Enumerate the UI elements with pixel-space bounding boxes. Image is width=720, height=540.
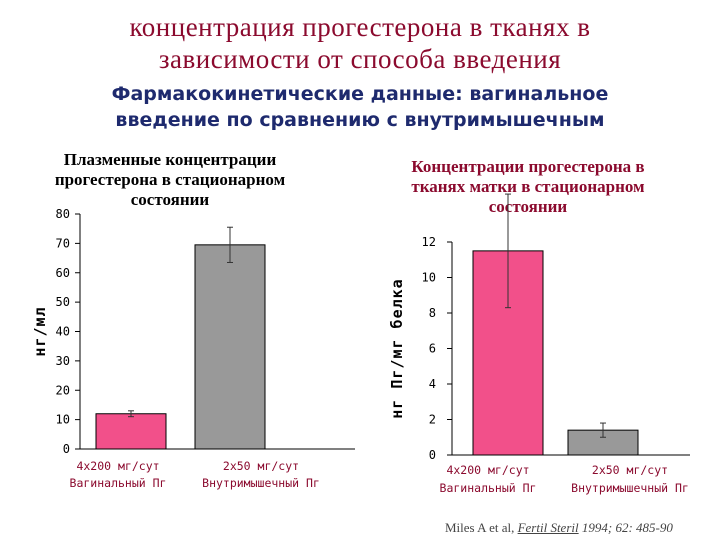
- x-category-label-line2: Вагинальный Пг: [70, 476, 167, 490]
- chart1-title-line-3: состоянии: [130, 190, 210, 209]
- chart1-title-line-2: прогестерона в стационарном: [54, 170, 286, 189]
- y-tick-label: 10: [422, 271, 436, 285]
- chart1-plasma-concentration: 0 10 20 30 40 50 60 70 80 нг/мл 4x200 мг/сут 2x50 м…: [31, 207, 355, 490]
- y-tick-label: 30: [56, 354, 70, 368]
- y-axis-label: нг/мл: [31, 306, 49, 356]
- y-tick-label: 2: [429, 413, 436, 427]
- x-category-label-line2: Внутримышечный Пг: [571, 481, 689, 495]
- page-subtitle-line-2: введение по сравнению с внутримышечным: [115, 109, 605, 131]
- chart1-title-line-1: Плазменные концентрации: [63, 150, 277, 169]
- x-category-label-line2: Внутримышечный Пг: [202, 476, 320, 490]
- citation-journal: Fertil Steril: [517, 520, 579, 535]
- page-title-line-2: зависимости от способа введения: [158, 44, 562, 74]
- citation-pages: 62: 485-90: [615, 520, 673, 535]
- y-tick-label: 50: [56, 295, 70, 309]
- y-tick-label: 70: [56, 236, 70, 250]
- x-category-label-line1: 2x50 мг/сут: [223, 459, 299, 473]
- bar-1: [95, 413, 167, 450]
- chart2-title-line-2: тканях матки в стационарном: [411, 177, 645, 196]
- x-category-label-line1: 4x200 мг/сут: [76, 459, 159, 473]
- y-tick-label: 8: [429, 306, 436, 320]
- page-title-line-1: концентрация прогестерона в тканях в: [129, 12, 591, 42]
- x-category-label-line1: 2x50 мг/сут: [592, 463, 668, 477]
- y-tick-label: 0: [429, 448, 436, 462]
- y-tick-label: 80: [56, 207, 70, 221]
- chart2-uterine-tissue-concentration: 0 2 4 6 8 10 12 нг Пг/мг белка 4x200 мг/сут 2x50 …: [388, 193, 690, 495]
- page-subtitle-line-1: Фармакокинетические данные: вагинальное: [111, 83, 609, 105]
- chart1-title: Плазменные концентрации прогестерона в с…: [20, 150, 320, 210]
- y-tick-label: 4: [429, 377, 436, 391]
- y-tick-label: 40: [56, 325, 70, 339]
- citation: Miles A et al, Fertil Steril 1994; 62: 4…: [445, 520, 673, 536]
- x-category-label-line2: Вагинальный Пг: [440, 481, 537, 495]
- chart2-title-line-1: Концентрации прогестерона в: [411, 157, 645, 176]
- y-tick-label: 60: [56, 266, 70, 280]
- y-tick-label: 10: [56, 413, 70, 427]
- bar-2: [194, 244, 266, 450]
- y-tick-label: 20: [56, 383, 70, 397]
- x-category-label-line1: 4x200 мг/сут: [446, 463, 529, 477]
- y-tick-label: 6: [429, 342, 436, 356]
- citation-year: 1994;: [581, 520, 613, 535]
- y-tick-label: 12: [422, 235, 436, 249]
- citation-authors: Miles A et al,: [445, 520, 515, 535]
- y-axis-label: нг Пг/мг белка: [388, 278, 406, 418]
- y-tick-label: 0: [63, 442, 70, 456]
